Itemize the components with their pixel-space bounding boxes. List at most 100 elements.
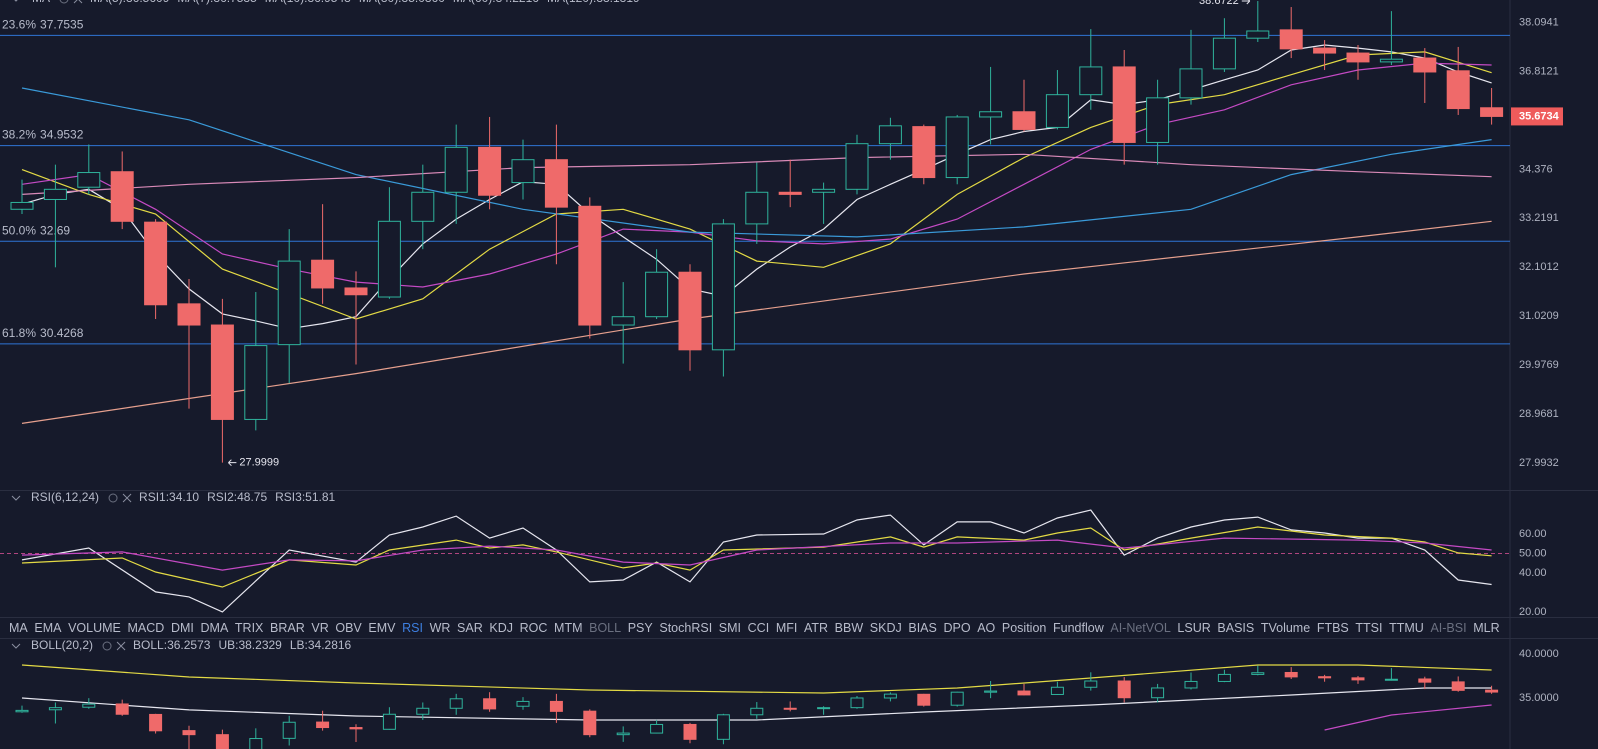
candle-body <box>683 723 697 740</box>
y-tick-label: 28.9681 <box>1519 408 1559 420</box>
low-arrow <box>228 459 237 467</box>
candle-body <box>783 707 797 710</box>
indicator-tab[interactable]: TTMU <box>1389 620 1424 635</box>
indicator-tab[interactable]: BBW <box>834 620 864 635</box>
indicator-tab[interactable]: DPO <box>943 620 971 635</box>
axes: 38.0941 36.8121 34.376 33.2191 32.1012 31.020… <box>1511 16 1563 704</box>
indicator-tab[interactable]: RSI <box>402 620 423 635</box>
candle-body <box>316 721 330 729</box>
indicator-tab[interactable]: BASIS <box>1217 620 1255 635</box>
fib-ratio: 23.6% <box>2 18 36 32</box>
candle-body <box>1117 680 1131 699</box>
fib-label: 23.6% 37.7535 <box>2 18 84 32</box>
candle-body <box>483 698 497 710</box>
indicator-tab[interactable]: SAR <box>457 620 483 635</box>
candle-body <box>1012 111 1036 130</box>
indicator-tab[interactable]: TTSI <box>1355 620 1383 635</box>
indicator-title: BOLL(20,2) <box>31 638 93 652</box>
low-label: 27.9999 <box>239 457 279 469</box>
candle-body <box>883 693 897 699</box>
indicator-line <box>21 153 1492 195</box>
indicator-tab[interactable]: TVolume <box>1260 620 1311 635</box>
indicator-tab[interactable]: StochRSI <box>659 620 713 635</box>
close-icon[interactable] <box>116 641 126 651</box>
candle-body <box>716 714 730 740</box>
indicator-tab[interactable]: KDJ <box>489 620 513 635</box>
indicator-tab[interactable]: TRIX <box>234 620 264 635</box>
candle-body <box>1379 58 1403 63</box>
candle-body <box>1045 94 1069 128</box>
indicator-tab[interactable]: MTM <box>554 620 583 635</box>
indicator-line <box>1324 704 1492 731</box>
candle-body <box>1480 107 1504 117</box>
indicator-tab[interactable]: SMI <box>718 620 742 635</box>
indicator-tab[interactable]: MACD <box>127 620 165 635</box>
indicator-tab[interactable]: EMA <box>34 620 62 635</box>
indicator-line <box>21 687 1492 721</box>
indicator-tab[interactable]: LSUR <box>1177 620 1211 635</box>
indicator-line <box>21 51 1492 320</box>
indicator-tab[interactable]: MLR <box>1473 620 1500 635</box>
candle-body <box>812 188 836 193</box>
candle-body <box>917 693 931 706</box>
y-tick-label: 29.9769 <box>1519 359 1559 371</box>
candle-body <box>745 191 769 225</box>
indicator-tab[interactable]: DMI <box>170 620 194 635</box>
indicator-tab[interactable]: CCI <box>747 620 770 635</box>
indicator-tab[interactable]: FTBS <box>1316 620 1349 635</box>
collapse-icon[interactable] <box>12 0 20 2</box>
indicator-title: RSI(6,12,24) <box>31 490 99 504</box>
settings-icon[interactable] <box>108 493 118 503</box>
candle-body <box>979 111 1003 118</box>
indicator-tab[interactable]: BOLL <box>589 620 622 635</box>
settings-icon[interactable] <box>59 0 69 4</box>
close-icon[interactable] <box>73 0 83 4</box>
indicator-title: MA <box>32 0 50 5</box>
legend-entry: MA(5):36.5609 <box>90 0 170 5</box>
indicator-tab[interactable]: BRAR <box>270 620 305 635</box>
candle-body <box>1212 37 1236 70</box>
collapse-icon[interactable] <box>11 643 21 649</box>
indicator-tab[interactable]: VOLUME <box>68 620 121 635</box>
legend-entry: RSI1:34.10 <box>139 490 199 504</box>
indicator-tab[interactable]: VR <box>311 620 329 635</box>
y-tick-label: 32.1012 <box>1519 261 1559 273</box>
indicator-tab[interactable]: MA <box>9 620 28 635</box>
indicator-line <box>21 220 1492 424</box>
y-tick-label: 34.376 <box>1519 163 1553 175</box>
boll-panel <box>15 664 1499 749</box>
candle-body <box>1351 677 1365 681</box>
headers: 27.9999 38.6722 MA MA(5):36.5609 MA(7):36.75… <box>31 0 1251 652</box>
indicator-tab[interactable]: WR <box>429 620 451 635</box>
indicator-tab[interactable]: MFI <box>775 620 798 635</box>
indicator-tab[interactable]: AO <box>977 620 996 635</box>
y-tick-label: 33.2191 <box>1519 212 1559 224</box>
candle-body <box>210 324 234 420</box>
candle-body <box>282 721 296 739</box>
candle-body <box>1151 687 1165 699</box>
legend-entry: LB:34.2816 <box>290 638 352 652</box>
close-icon[interactable] <box>122 493 132 503</box>
indicator-tab[interactable]: SKDJ <box>869 620 902 635</box>
indicator-tab[interactable]: AI-NetVOL <box>1110 620 1171 635</box>
indicator-tab[interactable]: EMV <box>368 620 396 635</box>
indicator-tab[interactable]: ROC <box>519 620 548 635</box>
indicator-tab[interactable]: AI-BSI <box>1430 620 1467 635</box>
indicator-tab[interactable]: ATR <box>803 620 829 635</box>
indicator-tab[interactable]: OBV <box>335 620 362 635</box>
candle-body <box>449 698 463 709</box>
indicator-tab[interactable]: DMA <box>200 620 229 635</box>
fib-value: 34.9532 <box>40 128 84 142</box>
indicator-tab[interactable]: BIAS <box>908 620 937 635</box>
candle-body <box>549 700 563 712</box>
settings-icon[interactable] <box>102 641 112 651</box>
candle-body <box>48 707 62 711</box>
y-tick-label: 38.0941 <box>1519 16 1559 28</box>
indicator-tab[interactable]: PSY <box>627 620 653 635</box>
candle-body <box>1079 66 1103 96</box>
indicator-tab[interactable]: Position <box>1001 620 1047 635</box>
indicator-tab[interactable]: Fundflow <box>1053 620 1104 635</box>
collapse-icon[interactable] <box>11 495 21 501</box>
